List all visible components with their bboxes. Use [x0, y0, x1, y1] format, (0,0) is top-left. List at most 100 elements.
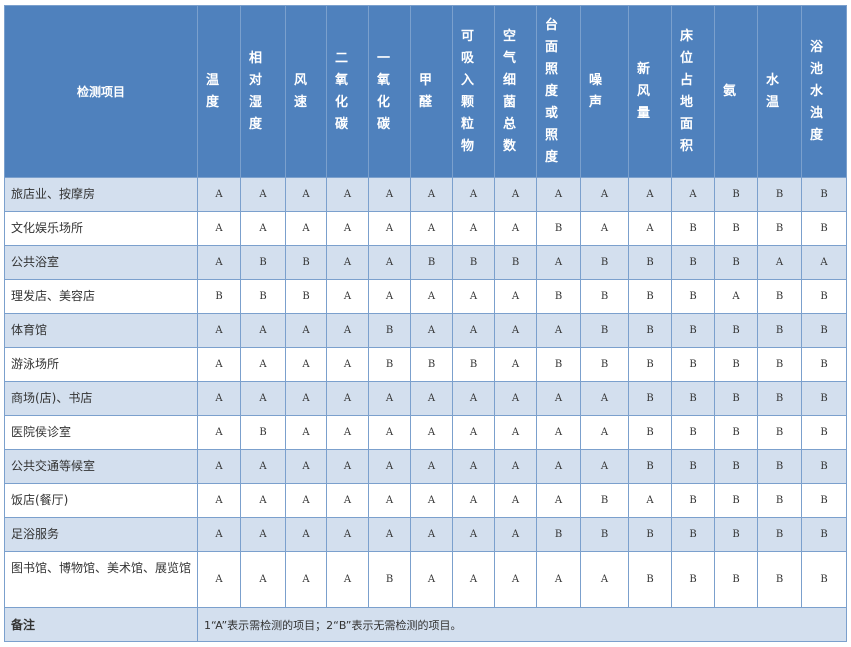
cell-value: B	[671, 517, 715, 552]
cell-value: A	[326, 449, 369, 484]
cell-value: A	[326, 551, 369, 608]
column-header-label: 可吸入颗粒物	[461, 28, 475, 154]
cell-value: B	[714, 211, 758, 246]
column-header-label: 风速	[294, 72, 308, 110]
cell-value: A	[326, 517, 369, 552]
cell-value: B	[801, 177, 847, 212]
cell-value: A	[240, 517, 286, 552]
cell-value: B	[452, 245, 495, 280]
cell-value: B	[671, 245, 715, 280]
cell-value: B	[285, 245, 327, 280]
cell-value: A	[285, 177, 327, 212]
cell-value: A	[240, 347, 286, 382]
cell-value: B	[628, 245, 672, 280]
cell-value: B	[671, 211, 715, 246]
cell-value: A	[452, 177, 495, 212]
column-header: 氨	[714, 5, 758, 178]
cell-value: B	[714, 551, 758, 608]
cell-value: A	[757, 245, 802, 280]
cell-value: B	[628, 551, 672, 608]
cell-value: B	[536, 279, 581, 314]
cell-value: B	[368, 551, 411, 608]
cell-value: B	[536, 517, 581, 552]
cell-value: B	[714, 381, 758, 416]
column-header: 风速	[285, 5, 327, 178]
cell-value: B	[757, 177, 802, 212]
row-name: 体育馆	[4, 313, 198, 348]
cell-value: A	[285, 415, 327, 450]
cell-value: A	[410, 381, 453, 416]
cell-value: A	[494, 347, 537, 382]
header-row: 检测项目 温度 相对湿度 风速 二氧化碳 一氧化碳 甲醛 可吸入颗粒物 空气细菌总数 台面照度或…	[4, 5, 847, 178]
cell-value: B	[757, 313, 802, 348]
cell-value: B	[757, 551, 802, 608]
cell-value: A	[494, 551, 537, 608]
cell-value: A	[452, 517, 495, 552]
cell-value: B	[628, 279, 672, 314]
cell-value: B	[368, 313, 411, 348]
column-header-label: 噪声	[589, 72, 603, 110]
cell-value: A	[240, 211, 286, 246]
cell-value: A	[410, 551, 453, 608]
column-header: 二氧化碳	[326, 5, 369, 178]
cell-value: A	[452, 415, 495, 450]
cell-value: B	[452, 347, 495, 382]
cell-value: A	[536, 483, 581, 518]
cell-value: B	[580, 483, 629, 518]
cell-value: A	[452, 381, 495, 416]
table-row: 商场(店)、书店 A A A A A A A A A A B B B B B	[4, 381, 847, 416]
cell-value: A	[410, 517, 453, 552]
cell-value: A	[326, 177, 369, 212]
cell-value: A	[368, 245, 411, 280]
cell-value: B	[757, 347, 802, 382]
cell-value: A	[197, 313, 241, 348]
cell-value: B	[801, 483, 847, 518]
cell-value: A	[671, 177, 715, 212]
cell-value: A	[197, 381, 241, 416]
row-name: 文化娱乐场所	[4, 211, 198, 246]
cell-value: B	[580, 245, 629, 280]
cell-value: B	[801, 347, 847, 382]
cell-value: A	[197, 551, 241, 608]
cell-value: B	[714, 347, 758, 382]
column-header-label: 温度	[206, 72, 220, 110]
cell-value: A	[410, 415, 453, 450]
cell-value: A	[494, 381, 537, 416]
cell-value: A	[285, 347, 327, 382]
cell-value: A	[410, 483, 453, 518]
cell-value: B	[714, 245, 758, 280]
cell-value: A	[240, 483, 286, 518]
cell-value: A	[580, 211, 629, 246]
column-header-label: 空气细菌总数	[503, 28, 517, 154]
cell-value: A	[410, 449, 453, 484]
cell-value: B	[801, 313, 847, 348]
table-row: 医院侯诊室 A B A A A A A A A A B B B B B	[4, 415, 847, 450]
cell-value: A	[326, 415, 369, 450]
table-row: 理发店、美容店 B B B A A A A A B B B B A B B	[4, 279, 847, 314]
column-header-label: 一氧化碳	[377, 50, 391, 132]
cell-value: B	[285, 279, 327, 314]
cell-value: A	[240, 449, 286, 484]
cell-value: B	[628, 415, 672, 450]
cell-value: B	[628, 313, 672, 348]
cell-value: A	[285, 551, 327, 608]
cell-value: B	[757, 483, 802, 518]
cell-value: B	[671, 449, 715, 484]
cell-value: A	[452, 483, 495, 518]
cell-value: A	[452, 551, 495, 608]
cell-value: A	[285, 449, 327, 484]
column-header: 相对湿度	[240, 5, 286, 178]
cell-value: A	[197, 177, 241, 212]
cell-value: A	[580, 415, 629, 450]
cell-value: A	[494, 415, 537, 450]
cell-value: A	[197, 517, 241, 552]
cell-value: B	[580, 517, 629, 552]
row-name: 旅店业、按摩房	[4, 177, 198, 212]
cell-value: A	[452, 313, 495, 348]
cell-value: A	[410, 211, 453, 246]
note-text: 1“A”表示需检测的项目；2“B”表示无需检测的项目。	[197, 607, 847, 642]
cell-value: B	[714, 177, 758, 212]
cell-value: A	[197, 415, 241, 450]
cell-value: B	[757, 415, 802, 450]
cell-value: A	[368, 177, 411, 212]
